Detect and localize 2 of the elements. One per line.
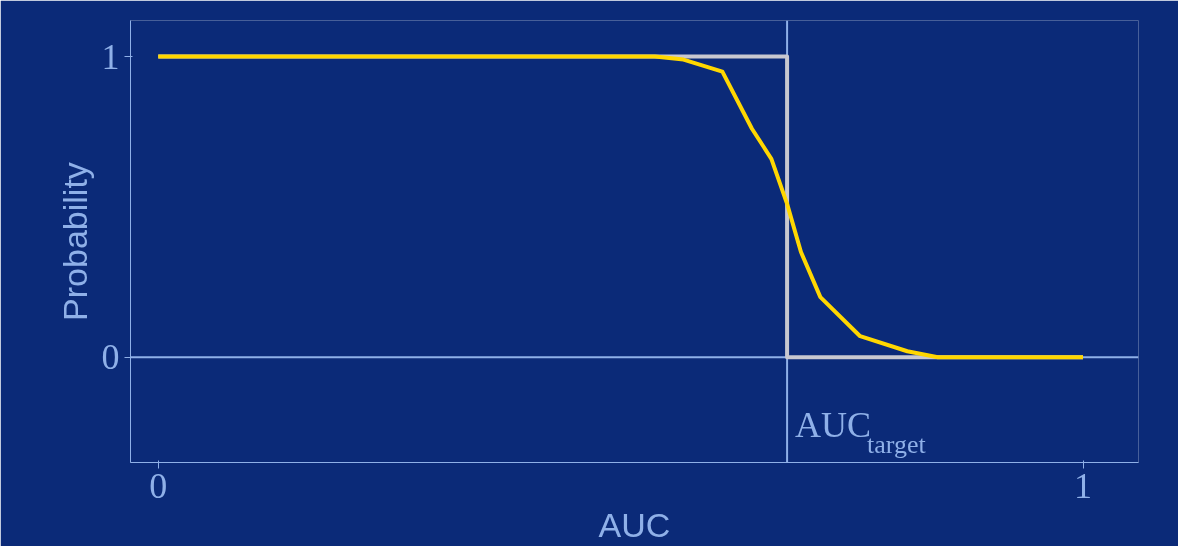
x-axis-title: AUC [598, 505, 671, 544]
y-axis-title: Probability [55, 162, 94, 321]
